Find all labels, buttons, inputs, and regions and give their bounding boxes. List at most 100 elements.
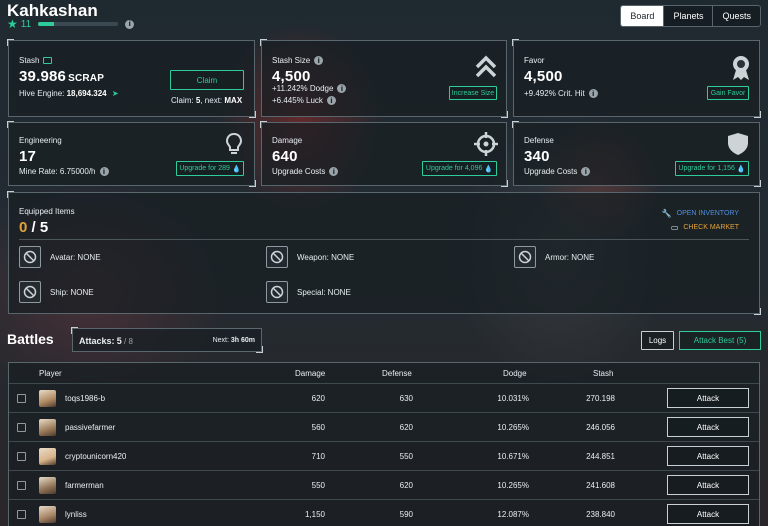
player-damage: 560 [311,423,325,432]
star-icon: ★ [7,17,18,31]
drop-icon: 💧 [736,165,746,173]
table-row: toqs1986-b 620 630 10.031% 270.198 Attack [9,383,759,412]
col-player: Player [39,369,62,378]
drop-icon: 💧 [231,165,241,173]
info-icon[interactable]: i [314,56,324,66]
player-name: farmerman [65,481,104,490]
increase-size-button[interactable]: Increase Size [449,86,497,100]
slot-avatar[interactable]: Avatar: NONE [19,246,101,268]
info-icon[interactable]: i [99,167,109,177]
info-icon[interactable]: i [125,19,135,29]
stash-value: 39.986 SCRAP [19,68,105,85]
player-avatar [39,448,56,465]
stash-unit: SCRAP [68,73,105,84]
player-damage: 1,150 [304,510,325,519]
table-row: farmerman 550 620 10.265% 241.608 Attack [9,470,759,499]
player-dodge: 10.265% [497,423,529,432]
damage-value: 640 [272,148,298,165]
scrap-icon [43,57,53,64]
equipped-items-card: Equipped Items 0 / 5 🔧 OPEN INVENTORY ▭ CH… [7,191,761,315]
equipped-count: 0 / 5 [19,219,49,236]
tab-board[interactable]: Board [621,6,664,26]
wrench-icon: 🔧 [661,209,672,218]
player-stash: 238.840 [586,510,615,519]
table-row: cryptounicorn420 710 550 10.671% 244.851 Atta… [9,441,759,470]
equipped-items-label: Equipped Items [19,207,75,216]
player-dodge: 12.087% [497,510,529,519]
row-checkbox[interactable] [17,510,26,519]
info-icon[interactable]: i [588,89,598,99]
col-damage: Damage [295,369,326,378]
send-icon[interactable]: ➤ [111,89,119,98]
info-icon[interactable]: i [329,167,339,177]
row-checkbox[interactable] [17,452,26,461]
battles-table: Player Damage Defense Dodge Stash toqs19… [8,362,760,526]
player-avatar [39,419,56,436]
luck-bonus: +6.445% Luck [272,96,323,105]
page-title: Kahkashan [7,1,98,20]
open-inventory-link[interactable]: 🔧 OPEN INVENTORY [661,209,739,218]
player-stash: 246.056 [586,423,615,432]
row-checkbox[interactable] [17,423,26,432]
player-defense: 590 [399,510,413,519]
player-dodge: 10.031% [497,394,529,403]
attack-button[interactable]: Attack [667,388,749,408]
tab-quests[interactable]: Quests [712,6,760,26]
col-dodge: Dodge [503,369,527,378]
attack-button[interactable]: Attack [667,417,749,437]
upgrade-engineering-button[interactable]: Upgrade for 289 💧 [176,161,244,176]
empty-slot-icon [19,281,41,303]
table-row: passivefarmer 560 620 10.265% 246.056 Attack [9,412,759,441]
stash-size-card: Stash Size i 4,500 +11.242% Dodge i +6.445… [260,39,508,118]
player-name: cryptounicorn420 [65,452,127,461]
check-market-link[interactable]: ▭ CHECK MARKET [670,223,739,232]
award-ribbon-icon [733,56,749,80]
level-indicator: ★ 11 i [7,17,135,31]
info-icon[interactable]: i [337,84,347,94]
gain-favor-button[interactable]: Gain Favor [707,86,749,100]
xp-bar [38,22,119,26]
slot-armor[interactable]: Armor: NONE [514,246,594,268]
info-icon[interactable]: i [581,167,591,177]
attack-button[interactable]: Attack [667,475,749,495]
slot-ship[interactable]: Ship: NONE [19,281,94,303]
player-avatar [39,506,56,523]
hive-engine-balance: Hive Engine: 18,694.324 ➤ [19,89,119,98]
market-icon: ▭ [670,223,679,232]
col-defense: Defense [382,369,412,378]
double-chevron-up-icon [475,55,497,78]
favor-card: Favor 4,500 +9.492% Crit. Hit i Gain Favo… [512,39,761,118]
table-row: lynliss 1,150 590 12.087% 238.840 Attack [9,499,759,526]
row-checkbox[interactable] [17,394,26,403]
player-stash: 241.608 [586,481,615,490]
claim-status: Claim: 5, next: MAX [171,96,243,105]
player-damage: 550 [311,481,325,490]
player-damage: 620 [311,394,325,403]
empty-slot-icon [266,281,288,303]
row-checkbox[interactable] [17,481,26,490]
attacks-counter: Attacks: 5 / 8 Next: 3h 60m [71,327,263,353]
tab-planets[interactable]: Planets [663,6,713,26]
empty-slot-icon [514,246,536,268]
slot-weapon[interactable]: Weapon: NONE [266,246,354,268]
shield-icon [728,133,748,155]
empty-slot-icon [266,246,288,268]
mine-rate: Mine Rate: 6.75000/h [19,167,96,176]
defense-value: 340 [524,148,550,165]
attack-button[interactable]: Attack [667,446,749,466]
damage-label: Damage [272,136,303,145]
crit-bonus: +9.492% Crit. Hit [524,89,585,98]
upgrade-damage-button[interactable]: Upgrade for 4,096 💧 [422,161,497,176]
drop-icon: 💧 [484,165,494,173]
logs-button[interactable]: Logs [641,331,674,350]
slot-special[interactable]: Special: NONE [266,281,351,303]
player-avatar [39,390,56,407]
player-defense: 620 [399,481,413,490]
info-icon[interactable]: i [326,96,336,106]
attack-best-button[interactable]: Attack Best (5) [679,331,761,350]
level-number: 11 [20,18,32,30]
claim-button[interactable]: Claim [170,70,244,90]
upgrade-defense-button[interactable]: Upgrade for 1,156 💧 [675,161,749,176]
attack-button[interactable]: Attack [667,504,749,524]
damage-upgrade-costs: Upgrade Costs [272,167,326,176]
